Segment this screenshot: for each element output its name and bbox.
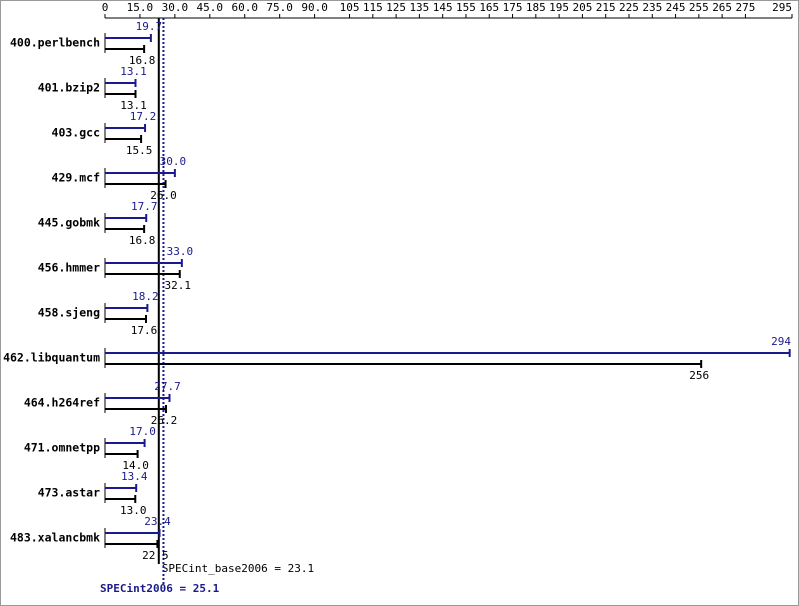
value-label: 16.8 [129, 54, 156, 67]
x-tick-label: 225 [619, 1, 639, 14]
category-label: 401.bzip2 [38, 81, 100, 95]
value-label: 22.5 [142, 549, 169, 562]
value-label: 19.7 [136, 20, 163, 33]
value-label: 15.5 [126, 144, 153, 157]
x-tick-label: 265 [712, 1, 732, 14]
value-label: 17.0 [129, 425, 156, 438]
x-tick-label: 255 [689, 1, 709, 14]
value-label: 294 [771, 335, 791, 348]
value-label: 27.7 [154, 380, 181, 393]
x-tick-label: 185 [526, 1, 546, 14]
category-label: 445.gobmk [38, 216, 100, 230]
x-tick-label: 45.0 [197, 1, 224, 14]
value-label: 17.2 [130, 110, 157, 123]
value-label: 26.0 [150, 189, 177, 202]
value-label: 13.4 [121, 470, 148, 483]
x-tick-label: 15.0 [127, 1, 154, 14]
value-label: 23.4 [144, 515, 171, 528]
x-tick-label: 125 [386, 1, 406, 14]
x-tick-label: 105 [340, 1, 360, 14]
value-label: 14.0 [122, 459, 149, 472]
x-tick-label: 115 [363, 1, 383, 14]
x-tick-label: 215 [596, 1, 616, 14]
x-tick-label: 90.0 [301, 1, 328, 14]
value-label: 17.7 [131, 200, 158, 213]
category-label: 483.xalancbmk [10, 531, 100, 545]
x-tick-label: 235 [642, 1, 662, 14]
x-tick-label: 175 [503, 1, 523, 14]
value-label: 26.2 [151, 414, 178, 427]
x-tick-label: 145 [433, 1, 453, 14]
value-label: 33.0 [167, 245, 194, 258]
value-label: 13.1 [120, 65, 147, 78]
category-label: 456.hmmer [38, 261, 100, 275]
value-label: 17.6 [131, 324, 158, 337]
x-tick-label: 30.0 [162, 1, 189, 14]
value-label: 18.2 [132, 290, 159, 303]
category-label: 429.mcf [52, 171, 101, 185]
value-label: 16.8 [129, 234, 156, 247]
category-label: 400.perlbench [10, 36, 100, 50]
category-label: 464.h264ref [24, 396, 100, 410]
x-tick-label: 245 [666, 1, 686, 14]
category-label: 471.omnetpp [24, 441, 100, 455]
x-tick-label: 155 [456, 1, 476, 14]
category-label: 462.libquantum [3, 351, 100, 365]
x-tick-label: 295 [772, 1, 792, 14]
x-tick-label: 60.0 [231, 1, 258, 14]
category-label: 473.astar [38, 486, 100, 500]
x-tick-label: 195 [549, 1, 569, 14]
x-tick-label: 135 [409, 1, 429, 14]
value-label: 256 [689, 369, 709, 382]
x-tick-label: 205 [572, 1, 592, 14]
x-tick-label: 275 [735, 1, 755, 14]
reference-label: SPECint2006 = 25.1 [100, 582, 220, 595]
value-label: 13.0 [120, 504, 147, 517]
value-label: 13.1 [120, 99, 147, 112]
x-tick-label: 165 [479, 1, 499, 14]
category-label: 403.gcc [52, 126, 100, 140]
x-tick-label: 0 [102, 1, 109, 14]
category-label: 458.sjeng [38, 306, 100, 320]
value-label: 30.0 [160, 155, 187, 168]
reference-label: SPECint_base2006 = 23.1 [162, 562, 314, 575]
x-tick-label: 75.0 [266, 1, 293, 14]
value-label: 32.1 [165, 279, 192, 292]
